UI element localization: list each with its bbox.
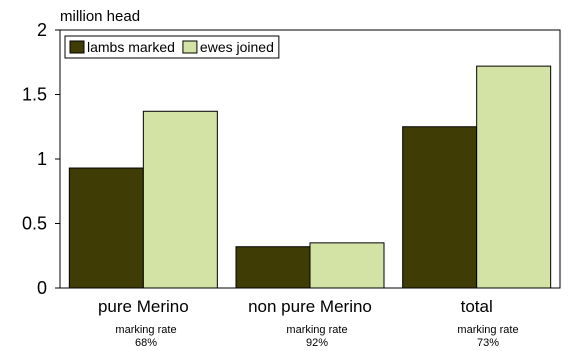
y-tick-label: 0.5 (22, 214, 47, 234)
y-tick-label: 2 (37, 20, 47, 40)
bar-lambs-marked (402, 126, 478, 289)
legend-swatch (182, 40, 198, 54)
marking-rate-value: 68% (134, 337, 158, 349)
legend-label: lambs marked (87, 39, 175, 55)
legend-label: ewes joined (200, 39, 274, 55)
x-category-label: total (461, 297, 493, 316)
x-category-label: non pure Merino (248, 297, 372, 316)
y-axis-unit-label: million head (60, 8, 141, 25)
x-category-label: pure Merino (98, 297, 189, 316)
y-tick-label: 1.5 (22, 85, 47, 105)
marking-rate-label: marking rate (115, 324, 177, 336)
marking-rate-value: 92% (305, 337, 329, 349)
bar-ewes-joined (309, 242, 385, 289)
legend-box (64, 35, 280, 59)
category-note-non-pure-merino: marking rate 92% (237, 324, 397, 350)
bar-lambs-marked (235, 246, 311, 289)
marking-rate-value: 73% (476, 337, 500, 349)
y-tick-label: 1 (37, 149, 47, 169)
bar-lambs-marked (68, 167, 144, 289)
marking-rate-label: marking rate (457, 324, 519, 336)
y-tick-label: 0 (37, 278, 47, 298)
marking-rate-label: marking rate (286, 324, 348, 336)
category-note-pure-merino: marking rate 68% (66, 324, 226, 350)
legend-swatch (69, 40, 85, 54)
bar-ewes-joined (476, 65, 552, 289)
category-note-total: marking rate 73% (408, 324, 568, 350)
bar-ewes-joined (142, 110, 218, 289)
